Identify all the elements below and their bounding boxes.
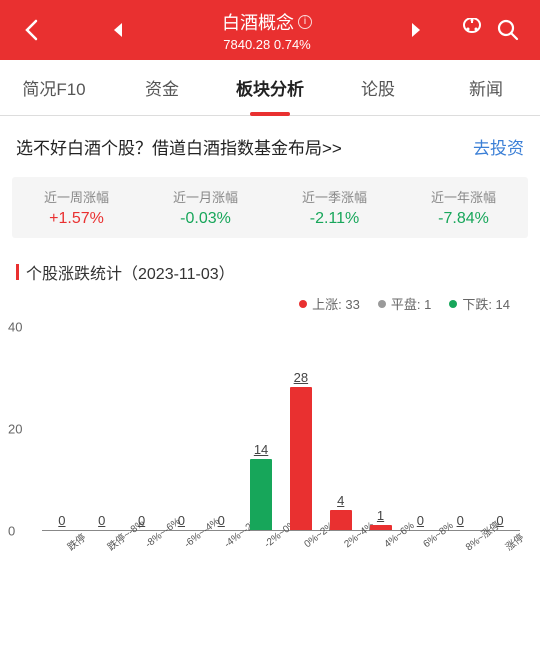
- stat-value: -0.03%: [141, 210, 270, 228]
- bar-column: 0-8%~-6%: [122, 513, 162, 530]
- bar-value: 0: [138, 513, 145, 528]
- bar-value: 0: [457, 513, 464, 528]
- bar-column: 42%~4%: [321, 493, 361, 530]
- bar-value: 0: [58, 513, 65, 528]
- x-axis-label: 涨停: [501, 529, 526, 553]
- next-icon[interactable]: [398, 22, 434, 38]
- y-axis-label: 40: [8, 320, 22, 335]
- chart-legend: 上涨: 33 平盘: 1 下跌: 14: [0, 294, 540, 317]
- bar-column: 0-6%~-4%: [161, 513, 201, 530]
- tab-新闻[interactable]: 新闻: [432, 60, 540, 115]
- stat-value: +1.57%: [12, 210, 141, 228]
- stat-item: 近一月涨幅 -0.03%: [141, 187, 270, 228]
- back-icon[interactable]: [14, 19, 50, 41]
- tab-简况F10[interactable]: 简况F10: [0, 60, 108, 115]
- info-icon[interactable]: i: [298, 15, 312, 29]
- stat-item: 近一年涨幅 -7.84%: [399, 187, 528, 228]
- chart-bar: [370, 525, 392, 530]
- period-stats: 近一周涨幅 +1.57%近一月涨幅 -0.03%近一季涨幅 -2.11%近一年涨幅 -7…: [12, 177, 528, 238]
- bar-column: 0跌停~-8%: [82, 513, 122, 530]
- chart-bar: [250, 459, 272, 530]
- legend-up: 上涨: 33: [299, 294, 360, 313]
- banner-text: 选不好白酒个股？借道白酒指数基金布局>>: [16, 134, 342, 159]
- stat-label: 近一月涨幅: [141, 187, 270, 206]
- y-axis-label: 0: [8, 524, 15, 539]
- bar-column: 0跌停: [42, 513, 82, 530]
- bar-column: 14-2%~0%: [241, 442, 281, 530]
- section-title: 个股涨跌统计（2023-11-03）: [0, 238, 540, 294]
- tab-板块分析[interactable]: 板块分析: [216, 60, 324, 115]
- bar-value: 0: [417, 513, 424, 528]
- tab-资金[interactable]: 资金: [108, 60, 216, 115]
- distribution-chart: 0跌停0跌停~-8%0-8%~-6%0-6%~-4%0-4%~-2%14-2%~…: [42, 317, 530, 597]
- x-axis-label: 跌停: [63, 529, 88, 553]
- legend-flat: 平盘: 1: [378, 294, 431, 313]
- bar-column: 08%~涨停: [440, 513, 480, 530]
- stat-label: 近一年涨幅: [399, 187, 528, 206]
- tab-论股[interactable]: 论股: [324, 60, 432, 115]
- bar-column: 06%~8%: [400, 513, 440, 530]
- app-header: 白酒概念 i 7840.28 0.74%: [0, 0, 540, 60]
- stat-label: 近一周涨幅: [12, 187, 141, 206]
- promo-banner[interactable]: 选不好白酒个股？借道白酒指数基金布局>> 去投资: [0, 116, 540, 177]
- stat-item: 近一周涨幅 +1.57%: [12, 187, 141, 228]
- bar-value: 28: [294, 370, 308, 385]
- bar-value: 0: [98, 513, 105, 528]
- price-info: 7840.28 0.74%: [136, 37, 398, 52]
- stat-value: -2.11%: [270, 210, 399, 228]
- stat-item: 近一季涨幅 -2.11%: [270, 187, 399, 228]
- chart-bar: [290, 387, 312, 530]
- accent-bar: [16, 264, 19, 280]
- page-title: 白酒概念 i: [222, 9, 312, 35]
- bar-column: 14%~6%: [361, 508, 401, 530]
- stat-value: -7.84%: [399, 210, 528, 228]
- bar-column: 0涨停: [480, 513, 520, 530]
- prev-icon[interactable]: [100, 22, 136, 38]
- bar-value: 0: [496, 513, 503, 528]
- robot-icon[interactable]: [454, 18, 490, 42]
- legend-down: 下跌: 14: [449, 294, 510, 313]
- bar-column: 280%~2%: [281, 370, 321, 530]
- bar-value: 0: [218, 513, 225, 528]
- stat-label: 近一季涨幅: [270, 187, 399, 206]
- bar-value: 14: [254, 442, 268, 457]
- search-icon[interactable]: [490, 18, 526, 42]
- bar-column: 0-4%~-2%: [201, 513, 241, 530]
- invest-link[interactable]: 去投资: [473, 134, 524, 159]
- bar-value: 0: [178, 513, 185, 528]
- y-axis-label: 20: [8, 422, 22, 437]
- chart-bar: [330, 510, 352, 530]
- bar-value: 4: [337, 493, 344, 508]
- tab-bar: 简况F10资金板块分析论股新闻: [0, 60, 540, 116]
- bar-value: 1: [377, 508, 384, 523]
